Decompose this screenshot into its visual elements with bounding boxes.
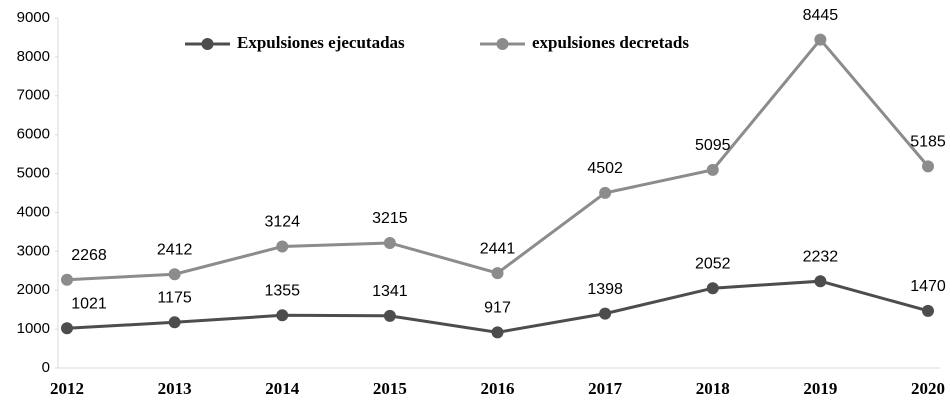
legend-label: Expulsiones ejecutadas [237,33,405,52]
data-label: 2412 [157,241,193,258]
data-label: 2268 [71,247,107,264]
x-tick-label: 2015 [373,379,407,398]
y-tick-label: 6000 [17,126,50,143]
data-label: 8445 [803,7,839,24]
data-point [814,275,827,288]
data-label: 5095 [695,137,731,154]
data-label: 2052 [695,255,731,272]
x-tick-label: 2014 [265,379,300,398]
y-tick-label: 8000 [17,48,50,65]
x-tick-label: 2019 [803,379,837,398]
data-label: 2232 [803,248,839,265]
data-label: 1341 [372,283,408,300]
data-point [491,267,504,280]
data-point [276,309,289,322]
data-point [61,322,73,335]
x-tick-label: 2017 [588,379,623,398]
data-point [168,316,181,329]
data-point [922,304,934,317]
legend-marker [201,38,214,50]
data-label: 3124 [264,214,300,231]
data-point [383,309,396,322]
x-tick-label: 2013 [158,379,192,398]
data-label: 2441 [480,240,516,257]
data-point [814,33,827,46]
data-point [491,326,504,339]
y-tick-label: 1000 [17,320,50,337]
data-label: 1470 [910,278,946,295]
data-label: 5185 [910,134,946,151]
data-point [168,268,181,281]
data-point [706,282,719,295]
data-label: 1175 [157,290,192,307]
y-tick-label: 2000 [17,281,50,298]
data-point [706,163,719,176]
data-label: 917 [484,300,511,317]
x-tick-label: 2018 [696,379,730,398]
legend-label: expulsiones decretads [532,33,689,52]
x-tick-label: 2012 [50,379,84,398]
data-label: 3215 [372,210,408,227]
y-tick-label: 3000 [17,242,50,259]
x-tick-label: 2016 [481,379,515,398]
data-point [922,160,934,173]
legend-marker [496,38,509,50]
data-label: 1021 [71,296,107,313]
y-tick-label: 9000 [17,9,50,26]
data-point [383,236,396,249]
x-tick-label: 2020 [911,379,945,398]
data-label: 1355 [264,283,300,300]
data-label: 1398 [587,281,623,298]
data-point [599,307,612,320]
y-tick-label: 0 [42,359,50,376]
data-label: 4502 [587,160,623,177]
y-tick-label: 7000 [17,87,50,104]
y-tick-label: 4000 [17,203,50,220]
data-point [61,273,73,286]
data-point [276,240,289,253]
y-tick-label: 5000 [17,165,50,182]
data-point [599,186,612,199]
